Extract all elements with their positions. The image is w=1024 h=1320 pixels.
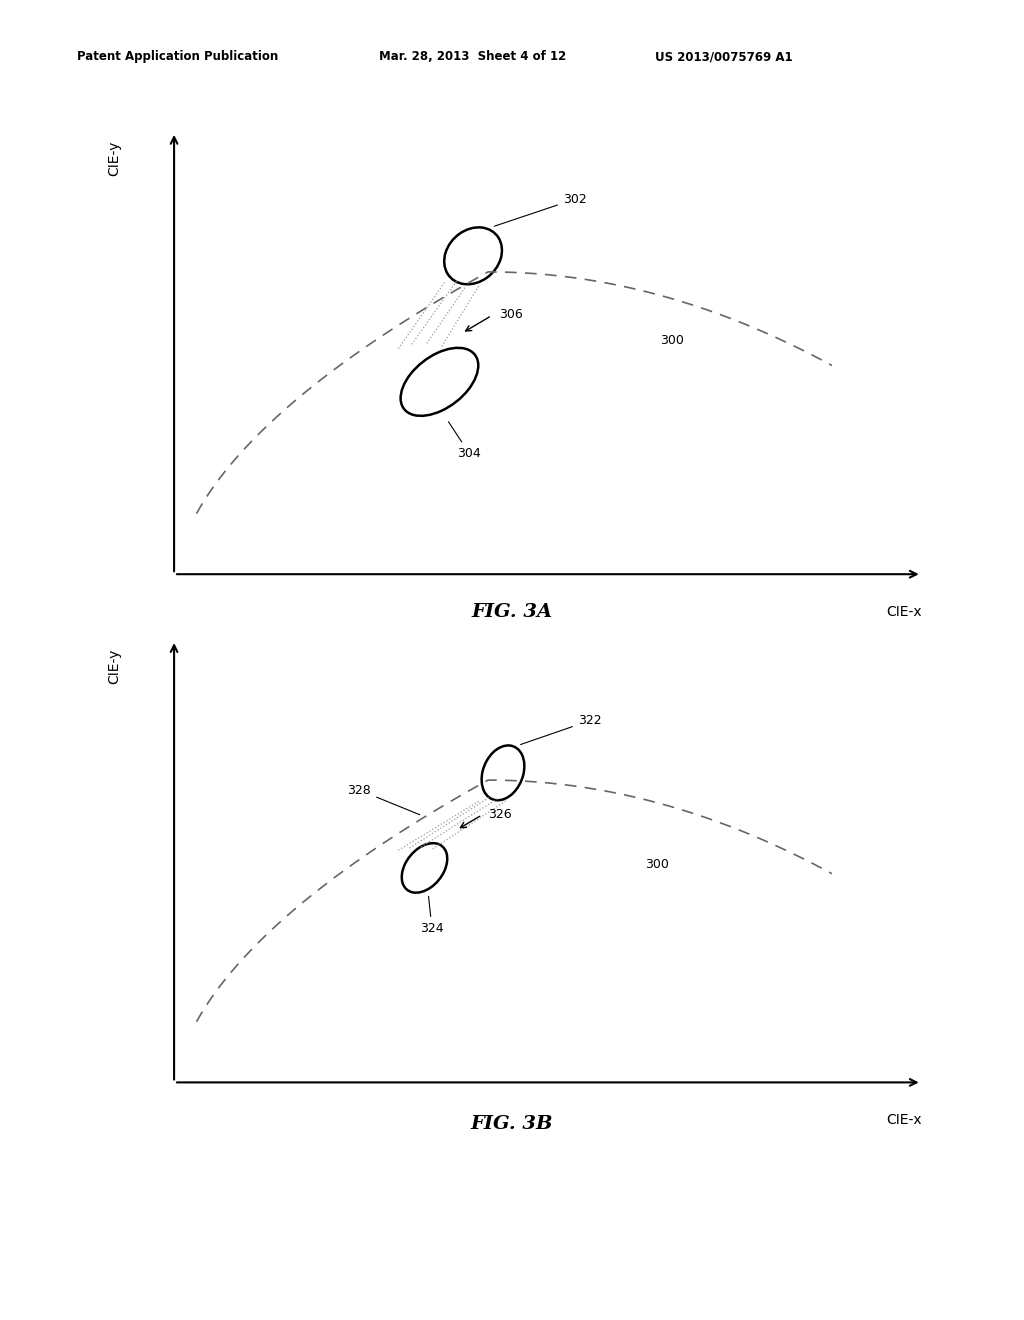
- Text: CIE-x: CIE-x: [886, 1113, 922, 1127]
- Text: Patent Application Publication: Patent Application Publication: [77, 50, 279, 63]
- Text: CIE-y: CIE-y: [108, 141, 121, 176]
- Text: 322: 322: [520, 714, 601, 744]
- Text: 300: 300: [645, 858, 669, 871]
- Text: CIE-y: CIE-y: [108, 649, 121, 684]
- Text: 302: 302: [495, 193, 587, 226]
- Text: CIE-x: CIE-x: [886, 605, 922, 619]
- Text: FIG. 3A: FIG. 3A: [471, 603, 553, 622]
- Text: 304: 304: [449, 422, 481, 459]
- Text: 328: 328: [347, 784, 420, 814]
- Text: 324: 324: [420, 896, 443, 935]
- Text: 306: 306: [500, 308, 523, 321]
- Text: 300: 300: [659, 334, 684, 347]
- Text: Mar. 28, 2013  Sheet 4 of 12: Mar. 28, 2013 Sheet 4 of 12: [379, 50, 566, 63]
- Text: US 2013/0075769 A1: US 2013/0075769 A1: [655, 50, 793, 63]
- Text: FIG. 3B: FIG. 3B: [471, 1115, 553, 1134]
- Text: 326: 326: [488, 808, 512, 821]
